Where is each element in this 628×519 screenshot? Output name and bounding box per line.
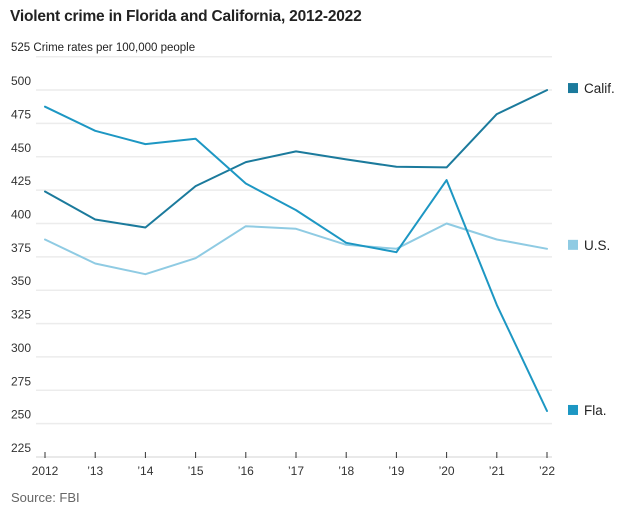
x-tick-label: ’18 <box>338 464 354 478</box>
y-tick-label: 300 <box>11 341 31 355</box>
y-tick-label: 225 <box>11 441 31 455</box>
top-tick-label: 525 <box>11 42 31 54</box>
source-note: Source: FBI <box>11 490 80 505</box>
y-tick-label: 275 <box>11 374 31 388</box>
y-axis-unit-label: 525 Crime rates per 100,000 people <box>11 42 195 54</box>
x-tick-label: ’15 <box>188 464 204 478</box>
x-tick-label: 2012 <box>32 464 59 478</box>
gridlines <box>36 55 552 458</box>
legend-swatch <box>568 239 578 250</box>
y-tick-label: 250 <box>11 408 31 422</box>
x-tick-label: ’21 <box>489 464 505 478</box>
legend-label: Fla. <box>584 403 607 418</box>
y-tick-label: 450 <box>11 141 31 155</box>
series-line-fla <box>44 105 548 412</box>
y-tick-label: 375 <box>11 241 31 255</box>
legend-swatch <box>568 404 578 415</box>
y-tick-label: 350 <box>11 274 31 288</box>
series-line-us <box>44 222 548 276</box>
y-axis-ticks: 225 250 275 300 325 350 375 400 425 450 475 500 <box>11 74 31 455</box>
x-tick-label: ’22 <box>539 464 555 478</box>
legend-label: U.S. <box>584 238 610 253</box>
y-tick-label: 325 <box>11 308 31 322</box>
x-tick-label: ’13 <box>87 464 103 478</box>
series-line-calif <box>44 89 548 229</box>
x-tick-label: ’14 <box>137 464 153 478</box>
y-tick-label: 475 <box>11 107 31 121</box>
y-tick-label: 425 <box>11 174 31 188</box>
x-axis: 2012 ’13 ’14 ’15 ’16 ’17 ’18 ’19 ’20 ’21 ’22 <box>32 452 555 478</box>
x-tick-label: ’16 <box>238 464 254 478</box>
x-tick-label: ’17 <box>288 464 304 478</box>
y-axis-label: Crime rates per 100,000 people <box>33 42 196 54</box>
chart-title: Violent crime in Florida and California,… <box>10 8 362 25</box>
y-tick-label: 400 <box>11 207 31 221</box>
x-tick-label: ’19 <box>388 464 404 478</box>
legend-label: Calif. <box>584 81 615 96</box>
series-lines <box>44 89 548 412</box>
legend-swatch <box>568 83 578 94</box>
y-tick-label: 500 <box>11 74 31 88</box>
legend: Calif. U.S. Fla. <box>568 81 615 418</box>
x-tick-label: ’20 <box>439 464 455 478</box>
